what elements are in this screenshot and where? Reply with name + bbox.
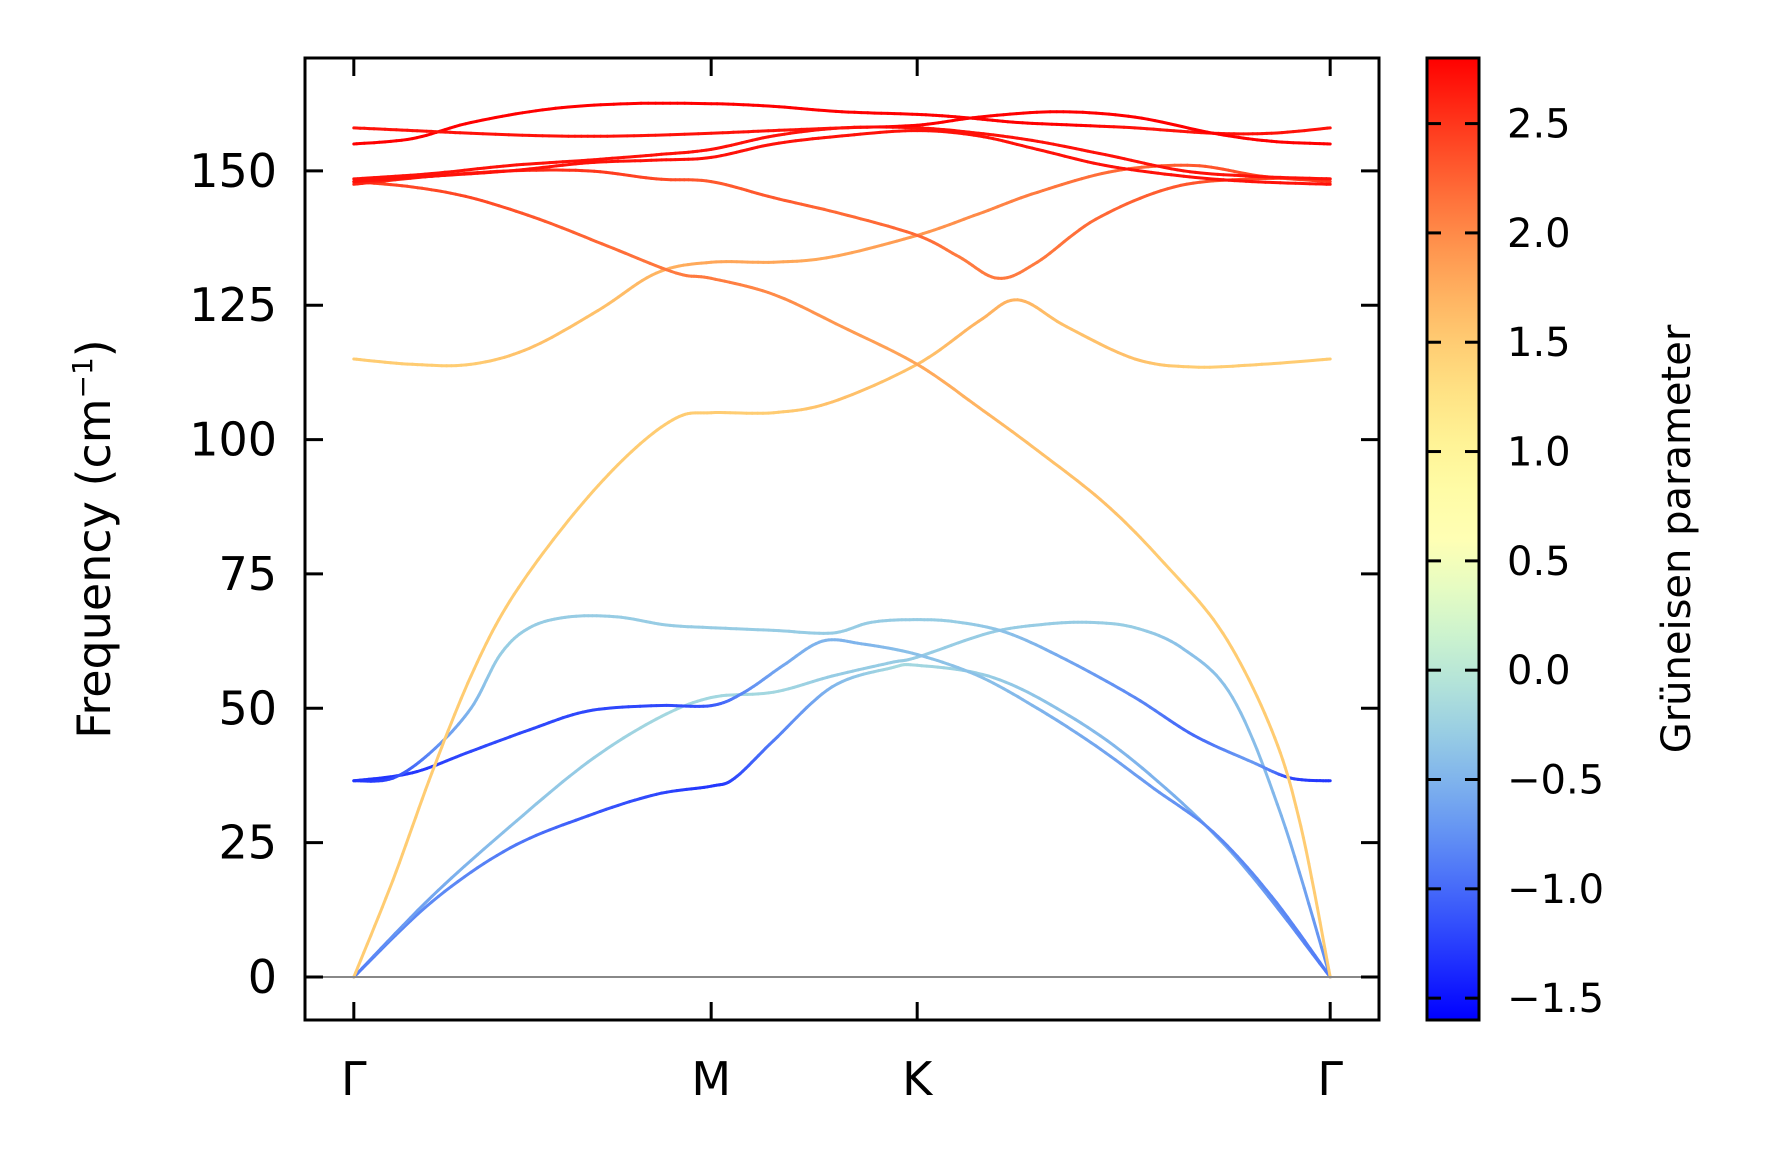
plot-frame [303,56,1381,1022]
band-12 [352,110,1332,146]
kpoint-label: K [902,1052,934,1106]
colorbar [1425,56,1481,1022]
y-tick-label: 150 [189,144,277,198]
colorbar-ticks: −1.5 −1.0 −0.5 0.0 0.5 1.0 1.5 2.0 2.5 [1427,102,1604,1022]
kpoint-label: M [691,1052,731,1106]
phonon-bands [352,101,1332,979]
y-tick-labels: 0 25 50 75 100 125 150 [189,144,277,1004]
band-1 [352,663,1332,979]
band-10 [352,125,1332,181]
colorbar-tick-label: 1.0 [1507,430,1571,476]
band-3 [352,638,1332,979]
colorbar-tick-label: 2.0 [1507,211,1571,257]
y-tick-label: 0 [248,950,277,1004]
y-axis-label: Frequency (cm−1) [66,339,121,739]
y-axis-label-sup: −1 [66,357,99,398]
colorbar-tick-label: −0.5 [1507,758,1604,804]
y-tick-label: 75 [218,547,277,601]
y-tick-label: 50 [218,681,277,735]
band-5 [352,298,1332,979]
y-axis-label-main: Frequency (cm [67,398,121,738]
colorbar-tick-label: 0.0 [1507,648,1571,694]
colorbar-label: Grüneisen parameter [1654,324,1700,753]
colorbar-tick-label: 0.5 [1507,539,1571,585]
band-9 [352,129,1332,186]
band-2 [352,620,1332,979]
y-tick-label: 25 [218,816,277,870]
kpoint-label: Γ [341,1052,367,1106]
band-7 [352,180,1332,979]
colorbar-tick-label: −1.5 [1507,976,1604,1022]
kpoint-label: Γ [1317,1052,1343,1106]
y-tick-label: 100 [189,413,277,467]
band-6 [352,163,1332,368]
colorbar-tick-label: 1.5 [1507,320,1571,366]
y-tick-label: 125 [189,278,277,332]
band-4 [352,614,1332,783]
y-axis-label-close: ) [67,339,121,357]
colorbar-tick-label: 2.5 [1507,102,1571,148]
axis-ticks [305,58,1379,1020]
band-11 [352,101,1332,146]
colorbar-tick-label: −1.0 [1507,867,1604,913]
band-8 [352,168,1332,280]
